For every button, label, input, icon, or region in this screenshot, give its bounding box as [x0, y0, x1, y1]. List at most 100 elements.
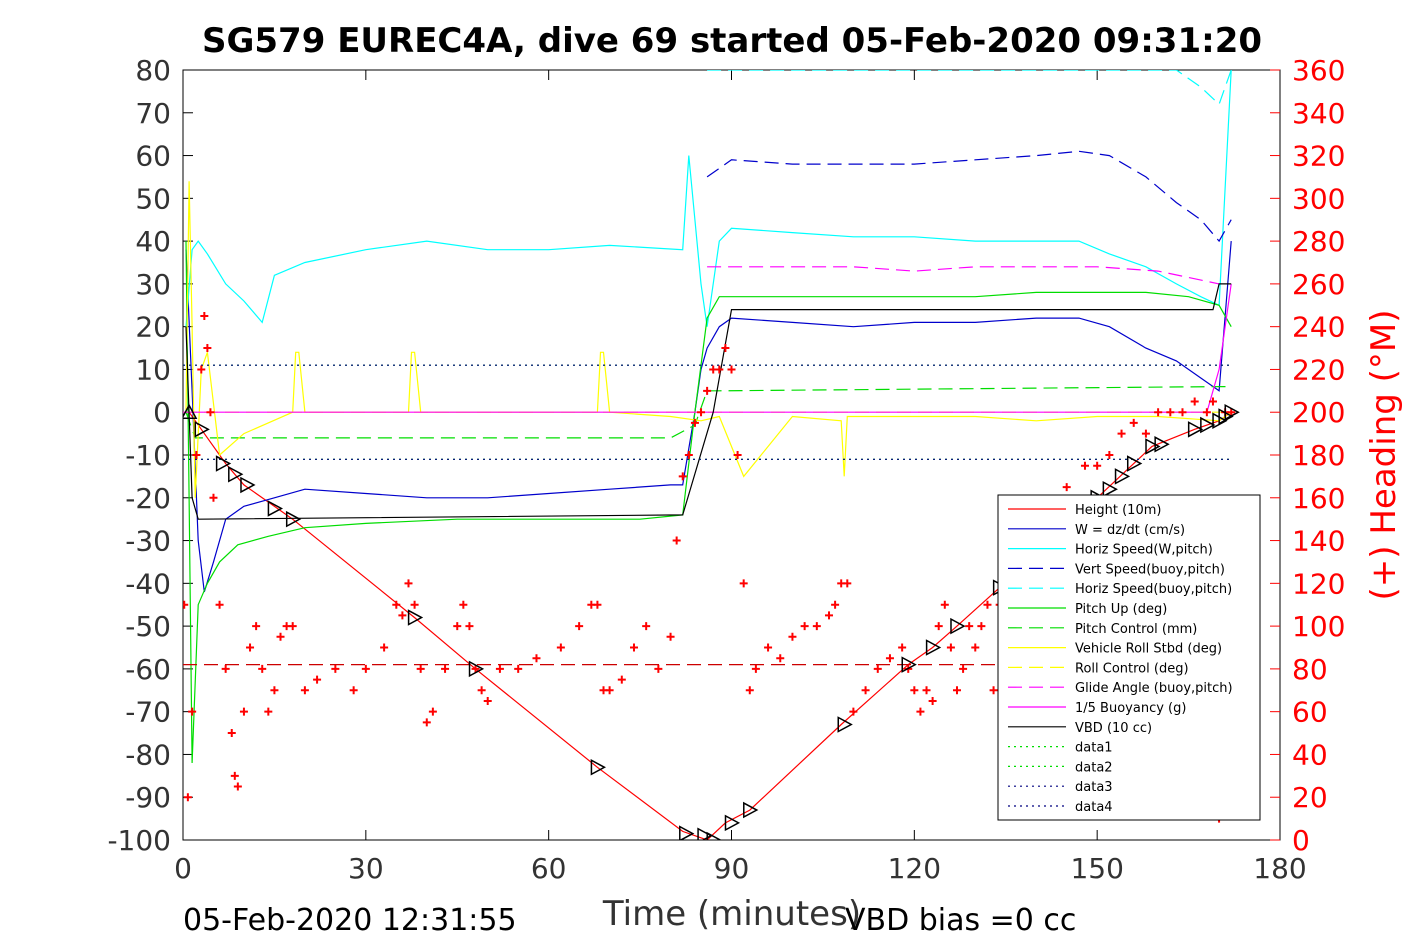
heading-point: [776, 654, 785, 663]
heading-point: [441, 664, 450, 673]
heading-point: [398, 611, 407, 620]
heading-point: [422, 718, 431, 727]
x-axis-label: Time (minutes): [602, 894, 861, 934]
heading-point: [252, 622, 261, 631]
heading-point: [477, 686, 486, 695]
heading-point: [197, 365, 206, 374]
heading-point: [206, 408, 215, 417]
y-tick-label: -60: [125, 653, 171, 686]
heading-point: [392, 600, 401, 609]
y-right-tick-label: 0: [1292, 824, 1310, 857]
heading-point: [764, 643, 773, 652]
heading-point: [230, 771, 239, 780]
y-right-tick-label: 160: [1292, 482, 1345, 515]
series-line-5: [185, 241, 1232, 764]
y-tick-label: 60: [135, 140, 171, 173]
legend-label: Horiz Speed(buoy,pitch): [1075, 582, 1232, 597]
height-marker: [285, 510, 302, 528]
y-tick-label: -50: [125, 610, 171, 643]
y-tick-label: 80: [135, 54, 171, 87]
series-line-6: [185, 386, 1232, 439]
heading-point: [416, 664, 425, 673]
heading-point: [404, 579, 413, 588]
heading-point: [1208, 397, 1217, 406]
heading-point: [264, 707, 273, 716]
y-tick-label: 70: [135, 97, 171, 130]
legend-label: Height (10m): [1075, 503, 1161, 518]
heading-point: [239, 707, 248, 716]
heading-point: [313, 675, 322, 684]
heading-point: [861, 686, 870, 695]
height-marker: [590, 759, 607, 776]
heading-point: [831, 600, 840, 609]
y-tick-label: 0: [153, 396, 171, 429]
footer-timestamp: 05-Feb-2020 12:31:55: [183, 903, 517, 938]
x-tick-label: 0: [174, 852, 192, 885]
heading-point: [465, 622, 474, 631]
heading-point: [666, 632, 675, 641]
height-marker: [724, 814, 741, 832]
heading-point: [1080, 461, 1089, 470]
heading-point: [1093, 461, 1102, 470]
heading-point: [983, 600, 992, 609]
height-marker: [1114, 468, 1131, 485]
y-tick-label: 10: [135, 353, 171, 386]
x-tick-label: 120: [888, 852, 941, 885]
y-right-tick-label: 200: [1292, 396, 1345, 429]
heading-point: [959, 664, 968, 673]
heading-point: [575, 622, 584, 631]
heading-point: [654, 664, 663, 673]
height-marker: [950, 617, 966, 635]
heading-point: [192, 451, 201, 459]
heading-point: [200, 311, 209, 320]
y-right-tick-label: 340: [1292, 97, 1345, 130]
legend-label: data4: [1075, 800, 1113, 815]
heading-point: [1190, 397, 1199, 406]
heading-point: [1202, 408, 1211, 417]
y-tick-label: -20: [125, 482, 171, 515]
series-line-7: [185, 181, 1232, 498]
height-marker: [706, 831, 722, 840]
legend-label: Glide Angle (buoy,pitch): [1075, 681, 1233, 696]
heading-point: [977, 622, 986, 631]
heading-point: [642, 622, 651, 631]
heading-point: [843, 579, 852, 588]
y-right-tick-label: 140: [1292, 525, 1345, 558]
heading-point: [233, 782, 242, 791]
y-tick-label: 20: [135, 311, 171, 344]
height-marker: [1126, 455, 1143, 472]
plot-inner: [183, 70, 1240, 840]
heading-point: [745, 686, 754, 695]
heading-point: [1141, 429, 1150, 438]
y-right-tick-label: 120: [1292, 567, 1345, 600]
heading-point: [989, 686, 998, 695]
heading-point: [965, 622, 974, 631]
heading-point: [697, 408, 706, 417]
heading-point: [849, 707, 858, 716]
heading-point: [910, 686, 919, 695]
heading-point: [690, 418, 699, 427]
y-right-tick-label: 80: [1292, 653, 1328, 686]
height-marker: [1200, 416, 1216, 434]
height-marker: [407, 609, 424, 626]
heading-point: [946, 643, 955, 652]
y-tick-label: 30: [135, 268, 171, 301]
legend-label: Pitch Control (mm): [1075, 622, 1197, 637]
heading-point: [812, 622, 821, 631]
x-tick-label: 180: [1253, 852, 1306, 885]
heading-point: [532, 654, 541, 663]
heading-point: [1062, 483, 1071, 492]
x-tick-label: 150: [1070, 852, 1123, 885]
heading-point: [221, 664, 230, 673]
heading-point: [300, 686, 309, 695]
heading-point: [751, 664, 760, 673]
heading-point: [188, 707, 197, 716]
heading-point: [1166, 408, 1175, 417]
heading-point: [825, 611, 834, 620]
heading-point: [380, 643, 389, 652]
y-right-tick-label: 40: [1292, 738, 1328, 771]
y-tick-label: -90: [125, 781, 171, 814]
y-right-tick-label: 300: [1292, 182, 1345, 215]
legend-label: W = dz/dt (cm/s): [1075, 523, 1185, 538]
